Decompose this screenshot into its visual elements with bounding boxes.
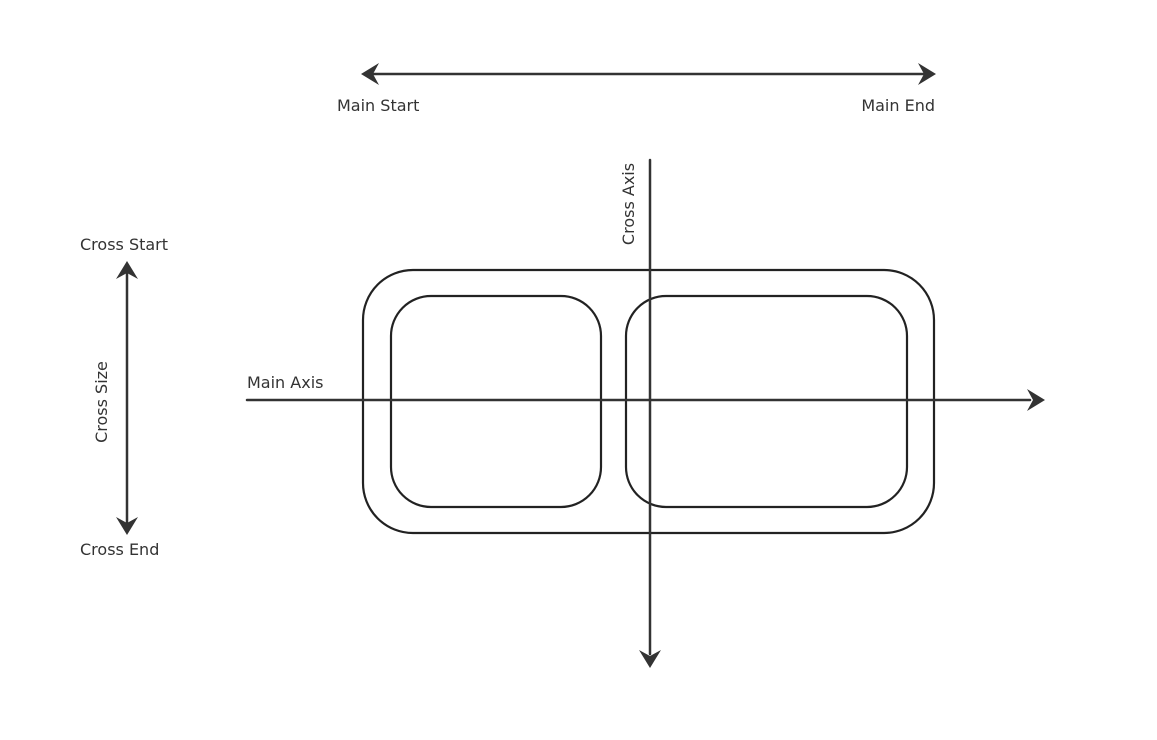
flex-item-2 [624,294,909,509]
cross-start-label: Cross Start [80,235,168,254]
cross-size-arrow [116,261,138,535]
flex-container [361,268,936,535]
main-start-arrowhead [361,63,379,85]
cross-size-label: Cross Size [92,361,111,443]
cross-axis-label: Cross Axis [619,163,638,245]
main-axis-arrowhead [1027,389,1045,411]
cross-axis-arrow [639,158,661,668]
main-direction-arrow [361,63,936,85]
main-end-label: Main End [861,96,935,115]
main-axis-label: Main Axis [247,373,323,392]
cross-start-arrowhead [116,261,138,279]
cross-end-arrowhead [116,517,138,535]
flex-item-1 [389,294,603,509]
cross-axis-arrowhead [639,650,661,668]
main-axis-arrow [245,389,1045,411]
main-end-arrowhead [918,63,936,85]
main-start-label: Main Start [337,96,419,115]
cross-end-label: Cross End [80,540,159,559]
